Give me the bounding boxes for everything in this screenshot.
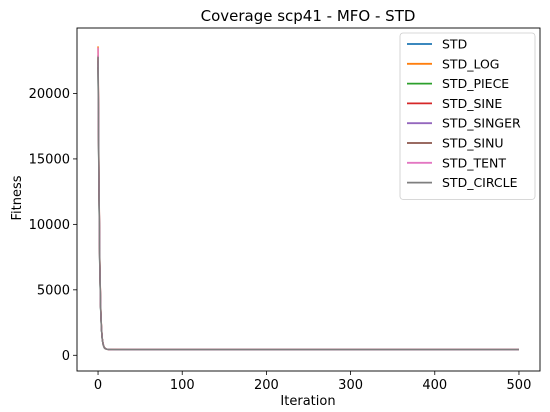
x-tick-label: 400: [422, 378, 447, 393]
series-line-std-circle: [97, 56, 519, 351]
plot-area-frame: [76, 27, 541, 372]
legend-box: [399, 32, 536, 200]
y-axis-label: Fitness: [10, 175, 25, 220]
legend-label: STD_CIRCLE: [442, 175, 518, 190]
legend-label: STD_SINGER: [442, 116, 521, 131]
x-tick-label: 0: [94, 378, 102, 393]
legend: STD STD_LOG STD_PIECE STD_SINE STD_SINGER STD…: [399, 32, 536, 200]
y-tick-label: 5000: [37, 283, 70, 298]
y-tick-label: 15000: [29, 152, 70, 167]
y-tick-label: 20000: [29, 87, 70, 102]
legend-label: STD: [442, 37, 467, 52]
y-axis: 0 5000 10000 15000 20000: [29, 87, 77, 364]
legend-label: STD_PIECE: [442, 76, 509, 91]
legend-label: STD_LOG: [442, 56, 500, 71]
x-tick-label: 200: [254, 378, 279, 393]
y-tick-label: 10000: [29, 218, 70, 233]
x-axis: 0 100 200 300 400 500: [94, 371, 531, 393]
legend-label: STD_SINU: [442, 136, 504, 151]
legend-label: STD_TENT: [442, 155, 506, 170]
x-tick-label: 300: [338, 378, 363, 393]
x-tick-label: 500: [507, 378, 532, 393]
chart-title: Coverage scp41 - MFO - STD: [201, 7, 416, 25]
legend-label: STD_SINE: [442, 96, 502, 111]
x-axis-label: Iteration: [280, 394, 335, 409]
x-tick-label: 100: [170, 378, 195, 393]
y-tick-label: 0: [62, 349, 70, 364]
series-lines: [97, 46, 519, 351]
